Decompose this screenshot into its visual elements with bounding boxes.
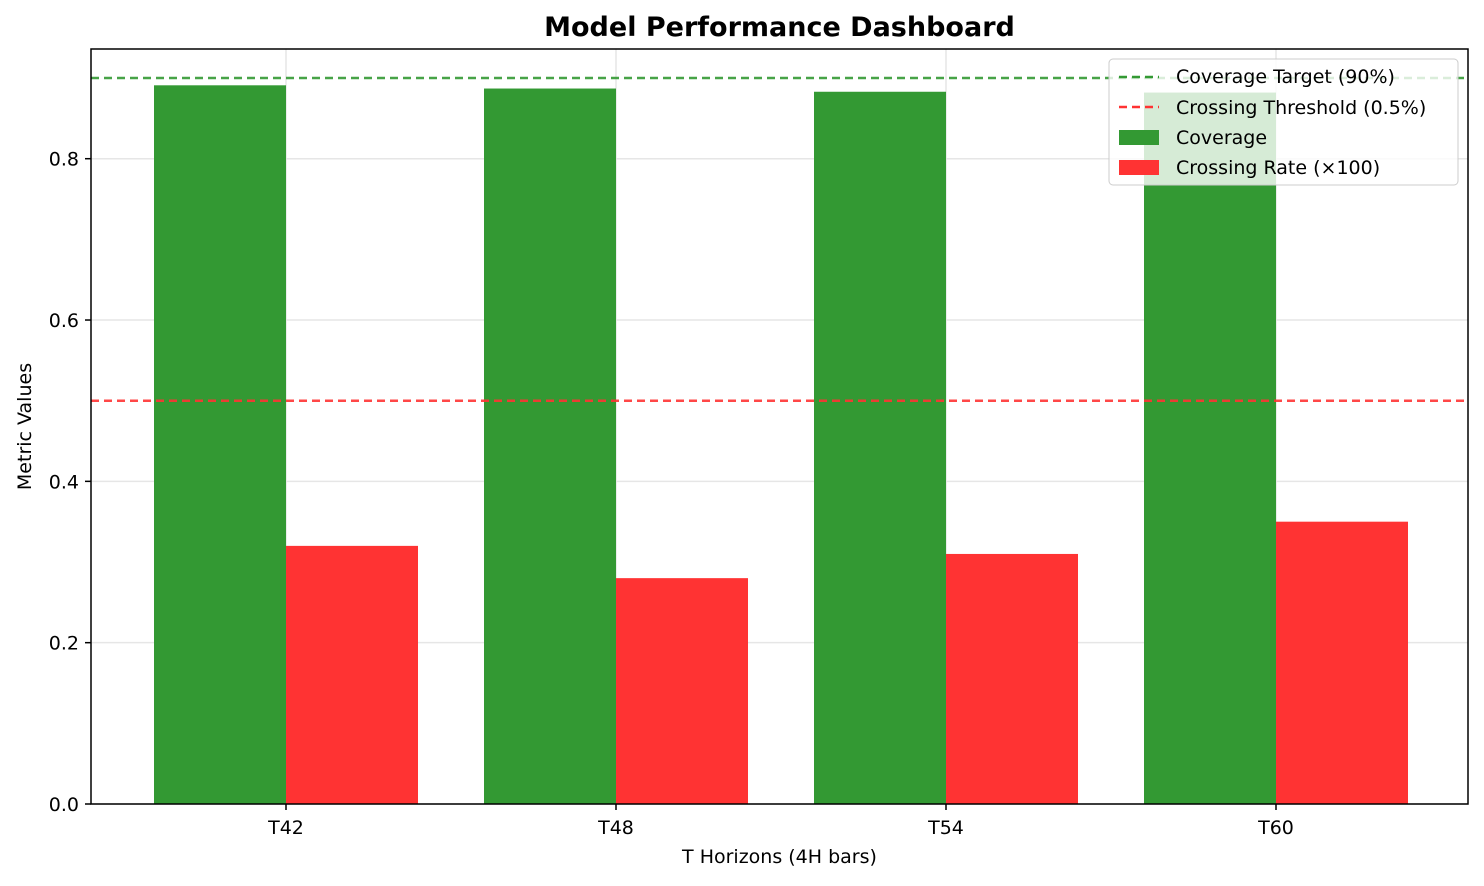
y-axis-label: Metric Values [14, 363, 36, 490]
legend-coverage-target-label: Coverage Target (90%) [1176, 66, 1395, 88]
x-tick-label-t48: T48 [597, 817, 634, 839]
x-tick-label-t60: T60 [1257, 817, 1294, 839]
bar-coverage-t54 [814, 91, 946, 804]
bar-coverage-t42 [154, 85, 286, 804]
legend-coverage-swatch [1119, 130, 1159, 145]
plot-frame [90, 48, 1469, 805]
legend-crossing-threshold-label: Crossing Threshold (0.5%) [1176, 97, 1426, 119]
bars-layer [154, 85, 1408, 805]
bar-crossing-rate-100-t60 [1276, 521, 1408, 804]
chart-title: Model Performance Dashboard [544, 12, 1015, 43]
x-axis-label: T Horizons (4H bars) [681, 846, 877, 868]
y-tick-label-0: 0.0 [49, 794, 79, 816]
bar-crossing-rate-100-t48 [616, 578, 748, 804]
bar-crossing-rate-100-t42 [286, 545, 418, 804]
bar-crossing-rate-100-t54 [946, 553, 1078, 804]
legend: Coverage Target (90%) Crossing Threshold… [1108, 58, 1459, 186]
legend-box [1108, 58, 1459, 186]
y-tick-label-2: 0.4 [49, 471, 79, 493]
legend-coverage-label: Coverage [1176, 127, 1267, 149]
legend-crossing-rate-label: Crossing Rate (×100) [1176, 157, 1380, 179]
axes-layer: 0.0 0.2 0.4 0.6 0.8 T42 T48 T54 T60 [49, 149, 1294, 839]
y-tick-label-4: 0.8 [49, 149, 79, 171]
bar-coverage-t60 [1144, 92, 1276, 805]
bar-coverage-t48 [484, 88, 616, 804]
x-tick-label-t42: T42 [267, 817, 304, 839]
x-tick-label-t54: T54 [927, 817, 964, 839]
legend-crossing-rate-swatch [1119, 160, 1159, 175]
y-tick-label-3: 0.6 [49, 310, 79, 332]
y-tick-label-1: 0.2 [49, 633, 79, 655]
